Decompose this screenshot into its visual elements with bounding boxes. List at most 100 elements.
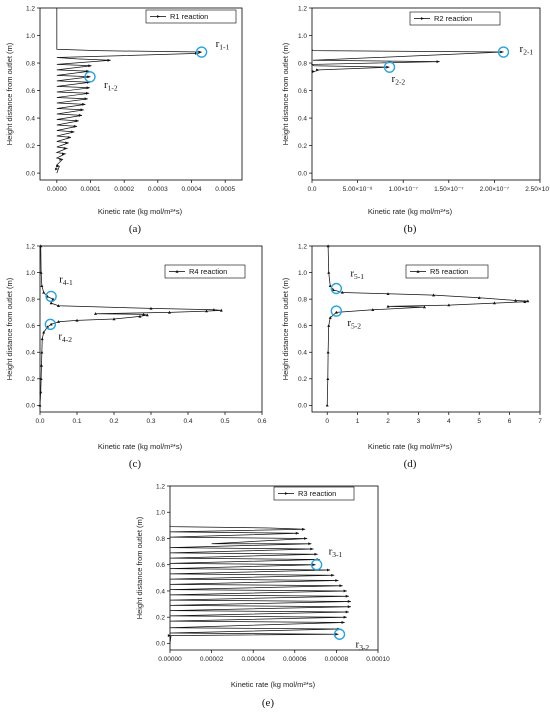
annotation-base: r <box>347 317 351 329</box>
y-tick-label: 0.6 <box>26 323 35 330</box>
y-tick-label: 1.0 <box>298 270 307 277</box>
y-tick-label: 1.0 <box>26 270 35 277</box>
annotation-base: r <box>520 43 524 55</box>
data-point-marker <box>40 284 44 288</box>
annotation-label: r5-2 <box>347 317 361 331</box>
y-tick-label: 0.8 <box>298 60 307 67</box>
data-point-marker <box>326 377 330 380</box>
annotation-label: r4-2 <box>58 330 72 344</box>
y-tick-label: 0.2 <box>156 615 165 622</box>
annotation-label: r2-1 <box>520 43 534 57</box>
legend-label: R1 reaction <box>170 12 208 21</box>
data-point-marker <box>94 312 97 315</box>
x-axis-label: Kinetic rate (kg mol/m²*s) <box>368 207 453 216</box>
y-tick-label: 1.0 <box>26 33 35 40</box>
annotation-label: r3-1 <box>329 546 343 560</box>
data-point-marker <box>341 621 345 624</box>
data-point-marker <box>304 537 308 540</box>
annotation-subscript: 4-2 <box>62 335 72 344</box>
panel-caption: (e) <box>262 697 275 709</box>
data-point-marker <box>88 64 92 68</box>
annotation-base: r <box>58 330 62 342</box>
data-point-marker <box>65 141 69 145</box>
data-point-marker <box>42 290 46 294</box>
data-point-marker <box>40 337 44 341</box>
annotation-subscript: 4-1 <box>63 278 73 287</box>
x-tick-label: 2 <box>386 418 390 425</box>
data-point-marker <box>39 390 43 394</box>
data-point-marker <box>347 600 351 603</box>
data-point-marker <box>523 300 527 303</box>
chart-panel: 0.00000 0.00002 0.00004 0.00006 0.00008 0.000… <box>135 483 390 709</box>
chart-panel: 0.0000 0.0001 0.0002 0.0003 0.0004 0.0005 0.0 0… <box>5 5 243 235</box>
x-tick-label: 0.00000 <box>158 656 182 663</box>
legend-marker <box>175 269 179 273</box>
data-point-marker <box>59 157 63 161</box>
x-axis-label: Kinetic rate (kg mol/m²*s) <box>98 442 183 451</box>
data-point-marker <box>492 301 496 305</box>
y-tick-label: 1.2 <box>298 5 307 12</box>
x-tick-label: 0.0003 <box>148 186 168 193</box>
panel-caption: (b) <box>404 223 417 235</box>
legend-box <box>273 486 355 501</box>
legend-box <box>164 264 246 279</box>
data-point-marker <box>40 350 44 354</box>
y-tick-label: 0.4 <box>26 350 35 357</box>
data-point-marker <box>326 244 330 248</box>
data-point-marker <box>325 403 329 407</box>
data-point-marker <box>331 573 335 577</box>
data-point-marker <box>386 65 390 69</box>
data-point-marker <box>340 290 344 294</box>
chart-panel: 0.0 0.1 0.2 0.3 0.4 0.5 0.6 0.0 0.2 0.4 0.6 0.8 1.0 1… <box>5 243 267 470</box>
x-tick-label: 0.6 <box>257 418 266 425</box>
highlight-circle <box>497 46 510 58</box>
data-point-marker <box>345 610 349 614</box>
x-axis-label: Kinetic rate (kg mol/m²*s) <box>231 680 316 689</box>
legend-box <box>145 9 237 24</box>
y-tick-label: 1.2 <box>156 483 165 490</box>
x-tick-label: 0.00008 <box>325 656 349 663</box>
highlight-circle <box>333 628 346 640</box>
data-point-marker <box>219 308 223 312</box>
data-point-marker <box>39 244 43 248</box>
highlight-circle <box>330 282 343 295</box>
data-point-marker <box>386 304 390 308</box>
x-axis-label: Kinetic rate (kg mol/m²*s) <box>98 207 183 216</box>
x-tick-label: 0.0004 <box>182 186 202 193</box>
data-point-marker <box>82 102 86 106</box>
data-point-marker <box>295 531 299 535</box>
data-point-marker <box>145 313 149 317</box>
panel-caption: (d) <box>404 458 417 470</box>
x-tick-label: 0.0000 <box>47 186 67 193</box>
data-point-marker <box>326 568 331 572</box>
data-point-marker <box>167 634 172 637</box>
data-point-marker <box>42 330 46 334</box>
data-point-marker <box>39 270 43 274</box>
data-point-marker <box>67 135 71 139</box>
data-point-marker <box>107 58 111 62</box>
legend-label: R3 reaction <box>298 489 336 498</box>
y-tick-label: 0.2 <box>26 143 35 150</box>
data-point-marker <box>63 146 67 150</box>
data-point-marker <box>75 318 79 322</box>
series-line <box>55 8 202 174</box>
data-point-marker <box>112 317 116 321</box>
highlight-circle <box>330 305 343 317</box>
data-point-marker <box>526 299 530 303</box>
data-point-marker <box>308 542 312 546</box>
series-line <box>310 49 504 74</box>
annotation-base: r <box>329 546 333 558</box>
data-point-marker <box>302 527 306 531</box>
annotation-subscript: 1-2 <box>108 83 118 92</box>
data-point-marker <box>39 377 43 380</box>
annotation-label: r2-2 <box>392 73 406 87</box>
data-point-marker <box>75 119 79 123</box>
data-point-marker <box>477 296 481 299</box>
x-tick-label: 0.3 <box>146 418 155 425</box>
y-tick-label: 0.0 <box>298 403 307 410</box>
data-point-marker <box>168 310 171 314</box>
panel-caption: (a) <box>129 223 142 235</box>
legend-box <box>405 264 489 279</box>
data-point-marker <box>55 167 59 171</box>
x-tick-label: 0.00006 <box>283 656 307 663</box>
